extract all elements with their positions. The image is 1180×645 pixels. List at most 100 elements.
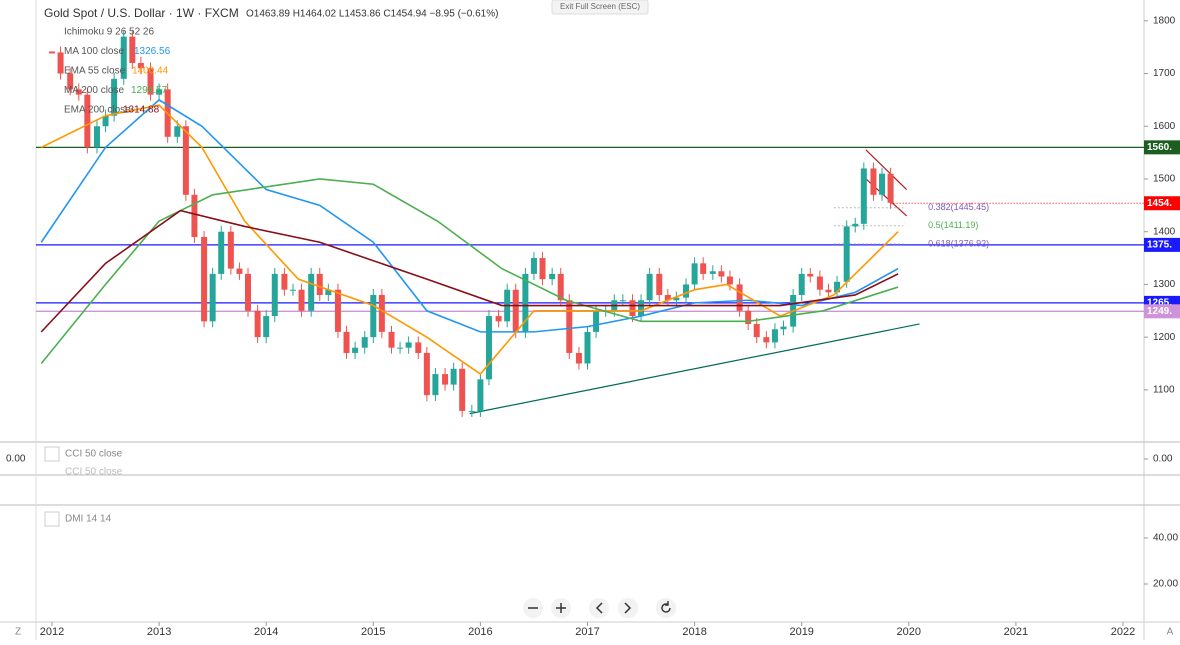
level-tag	[1144, 140, 1180, 155]
candle-body	[718, 271, 725, 277]
candle-body	[683, 284, 690, 298]
last-price-tag	[1144, 196, 1180, 211]
candle-body	[378, 294, 385, 332]
candle-body	[530, 258, 537, 274]
ma-line	[40, 209, 899, 333]
candle-body	[343, 331, 350, 353]
candle-body	[825, 289, 832, 293]
x-tick-label: 2014	[254, 626, 278, 638]
fib-label: 0.382(1445.45)	[928, 202, 989, 212]
reset[interactable]	[656, 598, 676, 618]
candle-body	[619, 300, 626, 302]
ma-line	[40, 98, 899, 333]
candle-body	[879, 173, 886, 195]
collapse[interactable]	[44, 511, 60, 527]
cci-name: CCI 50 close	[65, 449, 123, 460]
candle-body	[423, 352, 430, 396]
candle-body	[459, 368, 466, 411]
cci-legend: CCI 50 close CCI 50 close	[44, 446, 123, 478]
candle-body	[763, 337, 770, 343]
candle-body	[843, 226, 850, 282]
candle-body	[539, 258, 546, 280]
candle-body	[102, 115, 109, 127]
collapse[interactable]	[44, 446, 60, 462]
dmi-tick-label: 20.00	[1153, 579, 1178, 590]
candle-body	[700, 263, 707, 274]
candle-body	[638, 300, 645, 317]
legend-name: MA 200 close	[64, 85, 124, 96]
symbol: Gold Spot / U.S. Dollar · 1W · FXCM	[44, 6, 239, 20]
candle-body	[111, 78, 118, 116]
candle-body	[209, 273, 216, 322]
candle-body	[57, 52, 64, 74]
candle-body	[450, 368, 457, 385]
y-tick-label: 1300	[1153, 279, 1176, 290]
candle-body	[780, 326, 787, 330]
fib-label: 0.5(1411.19)	[928, 220, 978, 230]
trendline	[469, 323, 920, 415]
icon	[661, 601, 671, 613]
level-tag	[1144, 304, 1180, 319]
candle-body	[201, 236, 208, 322]
y-tick-label: 1100	[1153, 385, 1175, 396]
candle-body	[352, 347, 359, 353]
candle-body	[477, 379, 484, 411]
candle-body	[468, 410, 475, 412]
candle-body	[753, 323, 760, 338]
icon	[595, 602, 603, 614]
candle-body	[691, 263, 698, 285]
scroll-left[interactable]	[589, 598, 609, 618]
candle-body	[93, 126, 100, 148]
x-tick-label: 2012	[40, 626, 64, 638]
cci-name-ghost: CCI 50 close	[65, 467, 123, 478]
exit-label: Exit Full Screen (ESC)	[560, 2, 640, 11]
candle-body	[397, 347, 404, 349]
exit-button[interactable]	[551, 0, 649, 15]
icon	[556, 603, 566, 613]
candle-body	[174, 126, 181, 137]
corner: Z	[15, 627, 21, 638]
y-tick-label: 1700	[1153, 68, 1176, 79]
scroll-right[interactable]	[618, 598, 638, 618]
legend-value: 1294.57	[131, 85, 168, 96]
candle-body	[593, 310, 600, 332]
candle-body	[325, 289, 332, 295]
candle-body	[771, 329, 778, 343]
candle-body	[120, 36, 127, 79]
ma-line	[40, 178, 899, 365]
x-tick-label: 2020	[897, 626, 921, 638]
y-tick-label: 1500	[1153, 174, 1176, 185]
candle-body	[673, 297, 680, 301]
candle-body	[316, 273, 323, 295]
candle-body	[84, 94, 91, 148]
candle-body	[129, 36, 136, 63]
legend-value: 1400.44	[132, 66, 169, 77]
level-label: 1265.	[1147, 298, 1172, 309]
candle-body	[281, 273, 288, 290]
candle-body	[334, 289, 341, 332]
legend-name: MA 100 close	[64, 46, 124, 57]
cci-tick-label: 0.00	[6, 454, 26, 465]
candle-body	[549, 273, 556, 280]
legend-value: 1314.88	[123, 105, 160, 116]
candle-body	[646, 273, 653, 301]
candle-body	[566, 300, 573, 353]
candle-body	[137, 62, 144, 69]
cci-tick-label: 0.00	[1153, 454, 1173, 465]
candle-body	[67, 73, 74, 90]
dmi-name: DMI 14 14	[65, 514, 112, 525]
level-label: 1249.	[1147, 306, 1172, 317]
candle-body	[870, 168, 877, 195]
corner: A	[1167, 627, 1174, 638]
candle-body	[709, 271, 716, 274]
level-tag	[1144, 237, 1180, 252]
legend-name: Ichimoku 9 26 52 26	[64, 27, 154, 38]
candle-body	[629, 300, 636, 317]
candle-body	[361, 337, 368, 348]
candle-body	[254, 310, 261, 338]
nav-buttons	[523, 598, 676, 618]
y-tick-label: 1600	[1153, 121, 1176, 132]
candle-body	[147, 68, 154, 95]
